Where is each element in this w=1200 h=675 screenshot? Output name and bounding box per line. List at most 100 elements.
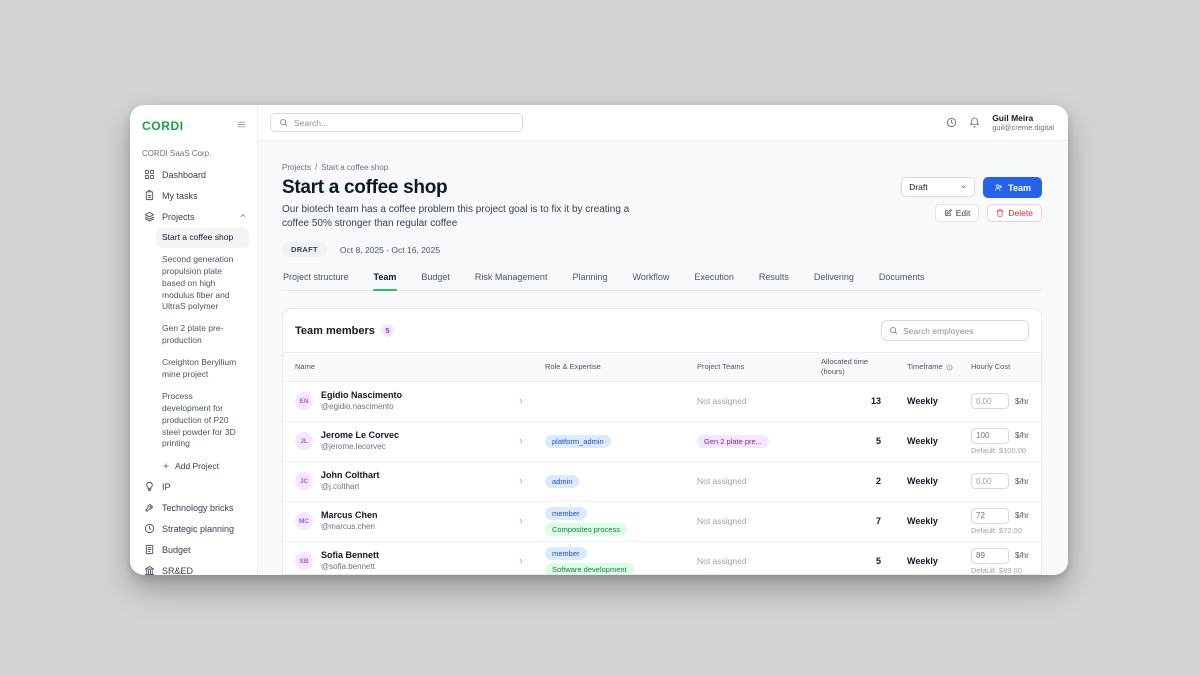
rate-default: Default: $89.00	[971, 565, 1022, 575]
history-clock-icon[interactable]	[946, 117, 957, 128]
chevron-right-icon[interactable]	[517, 432, 545, 450]
tabs: Project structure Team Budget Risk Manageme…	[282, 272, 1042, 292]
allocated-value: 7	[875, 516, 881, 527]
sidebar-item-label: IP	[162, 481, 171, 492]
role-expertise-cell: admin	[545, 474, 697, 488]
employee-search[interactable]	[881, 320, 1029, 342]
chevron-right-icon[interactable]	[517, 392, 545, 410]
user-menu[interactable]: Guil Meira guil@creme.digital	[992, 113, 1054, 133]
tab-delivering[interactable]: Delivering	[813, 272, 854, 283]
budget-icon	[144, 544, 155, 555]
avatar: EN	[295, 392, 313, 411]
timeframe-value: Weekly	[907, 436, 938, 447]
avatar: JC	[295, 472, 313, 491]
chevron-right-icon[interactable]	[517, 512, 545, 530]
tab-results[interactable]: Results	[758, 272, 789, 283]
hourly-cost-cell: $/hr	[971, 473, 1029, 490]
column-header-role: Role & Expertise	[545, 362, 601, 372]
add-project-button[interactable]: Add Project	[156, 456, 249, 476]
sidebar-item-technology-bricks[interactable]: Technology bricks	[142, 497, 249, 518]
avatar: JL	[295, 432, 313, 451]
sidebar-project-second-generation[interactable]: Second generation propulsion plate based…	[162, 253, 234, 312]
global-search-input[interactable]	[294, 117, 514, 128]
status-select-value: Draft	[909, 182, 928, 192]
topbar: Guil Meira guil@creme.digital	[258, 105, 1068, 141]
notifications-bell-icon[interactable]	[969, 117, 980, 128]
delete-button[interactable]: Delete	[987, 204, 1042, 222]
chevron-right-icon[interactable]	[517, 472, 545, 490]
chevron-up-icon[interactable]	[239, 212, 247, 222]
tab-team[interactable]: Team	[372, 272, 398, 292]
hourly-rate-input[interactable]	[971, 507, 1009, 524]
rate-unit: $/hr	[1015, 511, 1029, 521]
date-range: Oct 8, 2025 - Oct 16, 2025	[339, 244, 441, 255]
column-header-allocated-time: Allocated time (hours)	[821, 357, 869, 377]
column-header-timeframe: Timeframe	[883, 362, 971, 372]
trash-icon	[996, 209, 1004, 217]
allocated-value: 13	[870, 396, 881, 407]
sidebar-item-my-tasks[interactable]: My tasks	[142, 185, 249, 206]
plus-icon	[162, 462, 170, 470]
timeframe-value: Weekly	[907, 476, 938, 487]
member-name: Marcus Chen	[321, 510, 378, 521]
tab-risk-management[interactable]: Risk Management	[474, 272, 548, 283]
status-badge: DRAFT	[282, 242, 327, 258]
hourly-cost-cell: $/hr Default: $72.00	[971, 507, 1029, 535]
hamburger-menu-icon[interactable]	[236, 117, 247, 135]
hourly-rate-input[interactable]	[971, 393, 1009, 410]
sidebar-item-ip[interactable]: IP	[142, 476, 249, 497]
role-expertise-cell: member Composites process	[545, 506, 697, 536]
sidebar-item-dashboard[interactable]: Dashboard	[142, 164, 249, 185]
allocated-value: 5	[875, 556, 881, 567]
sidebar-project-p20-powder[interactable]: Process development for production of P2…	[162, 390, 236, 449]
role-expertise-cell: platform_admin	[545, 434, 697, 448]
member-name: John Colthart	[321, 470, 380, 481]
wrench-icon	[144, 502, 155, 513]
timeframe-value: Weekly	[907, 516, 938, 527]
breadcrumb-root[interactable]: Projects	[282, 163, 311, 172]
allocated-value: 5	[875, 436, 881, 447]
badge-platform_admin: platform_admin	[545, 434, 611, 448]
sidebar-item-strategic-planning[interactable]: Strategic planning	[142, 518, 249, 539]
bank-icon	[144, 565, 155, 575]
pencil-icon	[944, 209, 952, 217]
table-row: SB Sofia Bennett @sofia.bennett member So…	[283, 542, 1041, 575]
global-search[interactable]	[270, 113, 523, 132]
rate-default: Default: $100.00	[971, 445, 1027, 455]
sidebar-item-budget[interactable]: Budget	[142, 539, 249, 560]
sidebar-project-creighton[interactable]: Creighton Beryllium mine project	[162, 357, 237, 380]
hourly-rate-input[interactable]	[971, 547, 1009, 564]
employee-search-input[interactable]	[903, 325, 1021, 336]
member-name: Sofia Bennett	[321, 550, 380, 561]
chevron-down-icon	[960, 182, 967, 192]
dashboard-icon	[144, 169, 155, 180]
tab-budget[interactable]: Budget	[421, 272, 450, 283]
sidebar-item-projects[interactable]: Projects	[142, 206, 249, 227]
tab-workflow[interactable]: Workflow	[632, 272, 670, 283]
tab-project-structure[interactable]: Project structure	[283, 272, 349, 283]
tab-planning[interactable]: Planning	[572, 272, 608, 283]
rate-default: Default: $72.00	[971, 525, 1022, 535]
status-select[interactable]: Draft	[901, 177, 976, 197]
tab-execution[interactable]: Execution	[694, 272, 734, 283]
info-icon[interactable]	[946, 364, 953, 371]
chevron-right-icon[interactable]	[517, 552, 545, 570]
breadcrumb-separator: /	[314, 163, 318, 172]
badge-software-development: Software development	[545, 562, 634, 575]
hourly-rate-input[interactable]	[971, 427, 1009, 444]
edit-button[interactable]: Edit	[934, 204, 980, 222]
breadcrumb: Projects / Start a coffee shop	[282, 163, 1042, 172]
sidebar-item-sred[interactable]: SR&ED	[142, 560, 249, 575]
sidebar-project-gen2-plate[interactable]: Gen 2 plate pre-production	[162, 323, 224, 346]
tab-documents[interactable]: Documents	[878, 272, 925, 283]
hourly-rate-input[interactable]	[971, 473, 1009, 490]
team-button[interactable]: Team	[983, 177, 1042, 198]
rate-unit: $/hr	[1015, 431, 1029, 441]
table-row: JL Jerome Le Corvec @jerome.lecorvec pla…	[283, 422, 1041, 462]
badge-member: member	[545, 506, 587, 520]
member-handle: @egidio.nascimento	[321, 402, 394, 412]
project-teams-cell: Gen 2 plate pre...	[697, 434, 821, 448]
project-description: Our biotech team has a coffee problem th…	[282, 204, 630, 230]
sidebar-project-start-a-coffee-shop[interactable]: Start a coffee shop	[156, 228, 249, 248]
member-count-badge: 5	[380, 324, 394, 338]
